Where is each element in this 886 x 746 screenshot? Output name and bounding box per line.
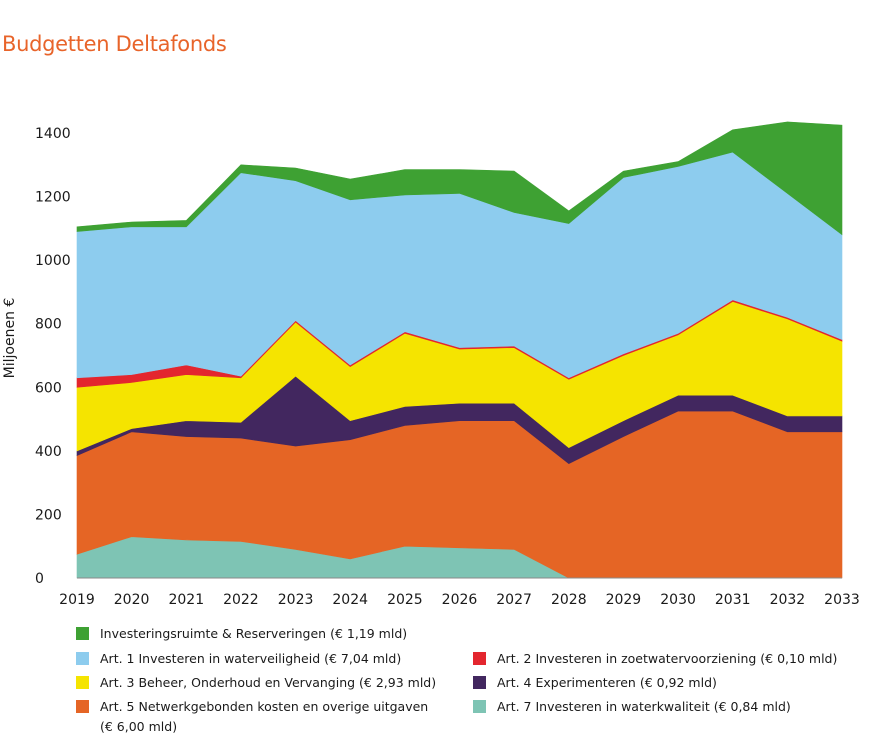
x-tick-label: 2021 [168,592,204,608]
legend-label: Art. 5 Netwerkgebonden kosten en overige… [100,699,429,734]
y-tick-label: 400 [35,444,62,460]
legend-item-res: Investeringsruimte & Reserveringen (€ 1,… [76,624,407,644]
legend-item-art5: Art. 5 Netwerkgebonden kosten en overige… [76,697,428,737]
legend-label: Art. 4 Experimenteren (€ 0,92 mld) [497,675,717,690]
y-axis-label: Miljoenen € [2,298,18,379]
y-tick-label: 1200 [35,190,71,206]
x-tick-label: 2029 [606,592,642,608]
y-tick-label: 800 [35,317,62,333]
x-tick-label: 2028 [551,592,587,608]
legend-label: Art. 3 Beheer, Onderhoud en Vervanging (… [100,675,437,690]
legend-swatch [473,652,486,665]
area-res [76,121,843,236]
y-tick-label: 200 [35,507,62,523]
legend-swatch [76,676,89,689]
area-layers [76,121,843,579]
x-tick-label: 2025 [387,592,423,608]
x-tick-label: 2024 [332,592,368,608]
x-tick-label: 2022 [223,592,259,608]
legend-item-art1: Art. 1 Investeren in waterveiligheid (€ … [76,649,401,669]
legend-swatch [76,652,89,665]
legend-label: Art. 2 Investeren in zoetwatervoorzienin… [497,651,838,666]
legend-swatch [76,700,89,713]
legend-label: Art. 1 Investeren in waterveiligheid (€ … [100,651,402,666]
x-tick-label: 2019 [59,592,95,608]
chart-title: Budgetten Deltafonds [2,32,227,56]
x-tick-label: 2031 [715,592,751,608]
x-tick-label: 2020 [114,592,150,608]
x-tick-label: 2032 [770,592,806,608]
legend-item-art4: Art. 4 Experimenteren (€ 0,92 mld) [473,673,717,693]
legend-item-art2: Art. 2 Investeren in zoetwatervoorzienin… [473,649,837,669]
legend-label: Investeringsruimte & Reserveringen (€ 1,… [100,626,408,641]
y-tick-label: 1000 [35,253,71,269]
legend-label: Art. 7 Investeren in waterkwaliteit (€ 0… [497,699,791,714]
legend-swatch [473,700,486,713]
x-tick-label: 2027 [496,592,532,608]
legend-swatch [76,627,89,640]
y-tick-label: 1400 [35,126,71,142]
chart-legend: Investeringsruimte & Reserveringen (€ 1,… [76,624,876,742]
y-tick-label: 0 [35,571,44,587]
x-axis-ticks: 2019 2020 2021 2022 2023 2024 2025 2026 2027 2028… [59,592,860,608]
x-tick-label: 2023 [278,592,314,608]
legend-item-art3: Art. 3 Beheer, Onderhoud en Vervanging (… [76,673,436,693]
x-tick-label: 2026 [442,592,478,608]
legend-item-art7: Art. 7 Investeren in waterkwaliteit (€ 0… [473,697,791,717]
x-tick-label: 2033 [824,592,860,608]
legend-swatch [473,676,486,689]
y-tick-label: 600 [35,380,62,396]
y-axis-ticks: 0 200 400 600 800 1000 1200 1400 [35,126,71,587]
x-tick-label: 2030 [660,592,696,608]
